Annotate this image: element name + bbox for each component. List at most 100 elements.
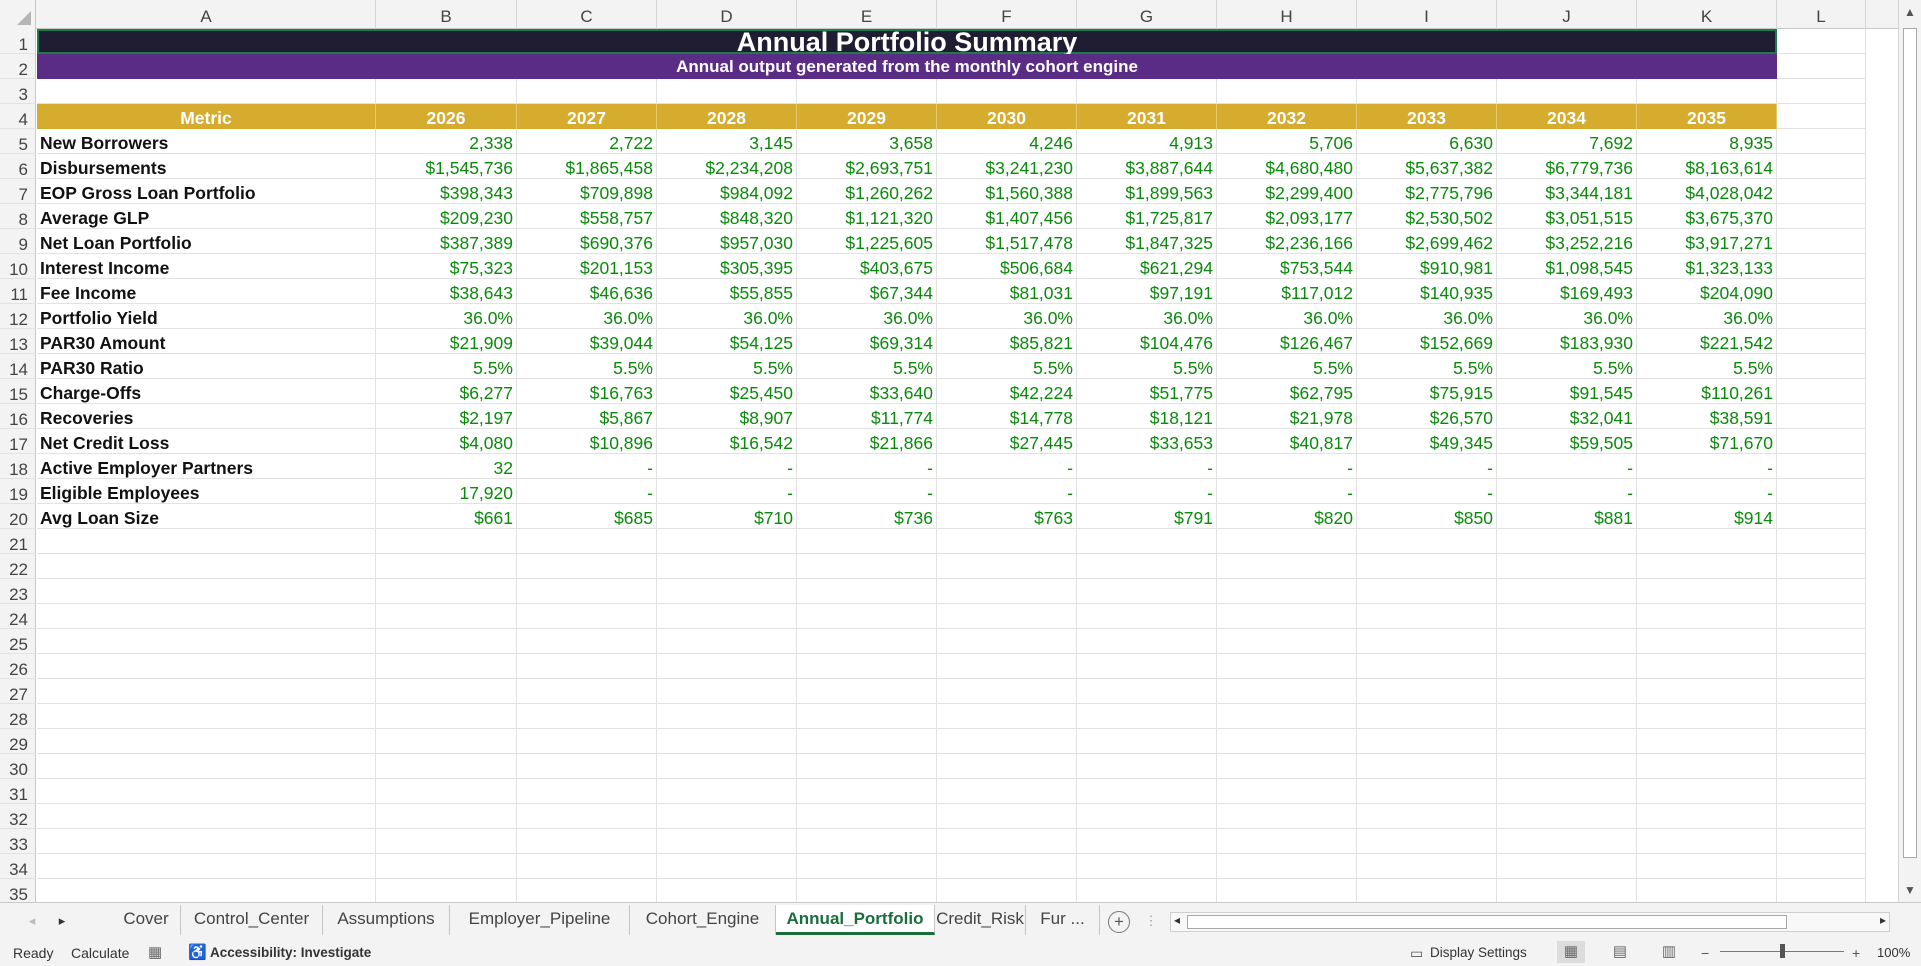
grid-cell[interactable] — [1777, 604, 1866, 629]
corner-select-icon[interactable] — [17, 11, 31, 25]
grid-cell[interactable] — [1077, 679, 1217, 704]
header-year-2030[interactable]: 2030 — [937, 104, 1077, 129]
metric-label[interactable]: Recoveries — [37, 404, 376, 429]
grid-cell[interactable] — [937, 779, 1077, 804]
grid-cell[interactable] — [37, 79, 376, 104]
metric-value[interactable]: $75,323 — [376, 254, 517, 279]
grid-cell[interactable] — [1637, 729, 1777, 754]
sheet-tab-credit-risk[interactable]: Credit_Risk — [935, 905, 1026, 935]
metric-label[interactable]: Net Credit Loss — [37, 429, 376, 454]
add-sheet-icon[interactable]: + — [1108, 911, 1130, 933]
grid-cell[interactable] — [1777, 779, 1866, 804]
metric-value[interactable]: $398,343 — [376, 179, 517, 204]
select-all-corner[interactable] — [0, 0, 36, 29]
metric-value[interactable]: $1,407,456 — [937, 204, 1077, 229]
metric-value[interactable]: 17,920 — [376, 479, 517, 504]
grid-cell[interactable] — [1777, 754, 1866, 779]
grid-cell[interactable] — [1357, 654, 1497, 679]
grid-cell[interactable] — [1217, 529, 1357, 554]
grid-cell[interactable] — [1077, 804, 1217, 829]
grid-cell[interactable] — [1357, 879, 1497, 902]
metric-value[interactable]: 36.0% — [517, 304, 657, 329]
metric-value[interactable]: $1,517,478 — [937, 229, 1077, 254]
metric-value[interactable]: $2,699,462 — [1357, 229, 1497, 254]
grid-cell[interactable] — [1217, 79, 1357, 104]
grid-cell[interactable] — [1217, 854, 1357, 879]
zoom-slider-knob[interactable] — [1780, 944, 1785, 958]
grid-cell[interactable] — [657, 529, 797, 554]
grid-cell[interactable] — [1217, 879, 1357, 902]
grid-cell[interactable] — [1077, 79, 1217, 104]
grid-cell[interactable] — [657, 779, 797, 804]
grid-cell[interactable] — [1077, 529, 1217, 554]
row-header-34[interactable]: 34 — [0, 854, 36, 879]
grid-cell[interactable] — [1357, 854, 1497, 879]
metric-value[interactable]: $387,389 — [376, 229, 517, 254]
metric-value[interactable]: $5,867 — [517, 404, 657, 429]
grid-cell[interactable] — [1637, 704, 1777, 729]
grid-cell[interactable] — [517, 579, 657, 604]
grid-cell[interactable] — [797, 804, 937, 829]
grid-cell[interactable] — [1777, 179, 1866, 204]
metric-value[interactable]: $8,907 — [657, 404, 797, 429]
metric-value[interactable]: $51,775 — [1077, 379, 1217, 404]
metric-value[interactable]: 36.0% — [1217, 304, 1357, 329]
grid-cell[interactable] — [37, 579, 376, 604]
metric-label[interactable]: Active Employer Partners — [37, 454, 376, 479]
grid-cell[interactable] — [517, 79, 657, 104]
grid-cell[interactable] — [37, 604, 376, 629]
row-header-13[interactable]: 13 — [0, 329, 36, 354]
grid-cell[interactable] — [1357, 729, 1497, 754]
grid-cell[interactable] — [1357, 529, 1497, 554]
metric-value[interactable]: 5.5% — [376, 354, 517, 379]
metric-value[interactable]: $16,763 — [517, 379, 657, 404]
header-year-2027[interactable]: 2027 — [517, 104, 657, 129]
row-header-32[interactable]: 32 — [0, 804, 36, 829]
sheet-tab-annual-portfolio[interactable]: Annual_Portfolio — [776, 905, 935, 935]
grid-cell[interactable] — [797, 679, 937, 704]
column-header-d[interactable]: D — [657, 0, 797, 29]
grid-cell[interactable] — [1637, 854, 1777, 879]
metric-label[interactable]: Interest Income — [37, 254, 376, 279]
metric-value[interactable]: 36.0% — [1637, 304, 1777, 329]
column-header-c[interactable]: C — [517, 0, 657, 29]
metric-value[interactable]: - — [657, 479, 797, 504]
grid-cell[interactable] — [1777, 404, 1866, 429]
grid-cell[interactable] — [1217, 554, 1357, 579]
grid-cell[interactable] — [37, 629, 376, 654]
grid-cell[interactable] — [517, 554, 657, 579]
grid-cell[interactable] — [1777, 254, 1866, 279]
grid-cell[interactable] — [376, 579, 517, 604]
metric-label[interactable]: Charge-Offs — [37, 379, 376, 404]
metric-value[interactable]: $71,670 — [1637, 429, 1777, 454]
metric-value[interactable]: - — [1497, 454, 1637, 479]
metric-value[interactable]: $39,044 — [517, 329, 657, 354]
sheet-tab-fur[interactable]: Fur ... — [1026, 905, 1100, 935]
metric-value[interactable]: $558,757 — [517, 204, 657, 229]
metric-value[interactable]: 5.5% — [517, 354, 657, 379]
row-header-18[interactable]: 18 — [0, 454, 36, 479]
metric-value[interactable]: - — [797, 479, 937, 504]
grid-cell[interactable] — [1497, 679, 1637, 704]
grid-cell[interactable] — [1357, 579, 1497, 604]
grid-cell[interactable] — [657, 654, 797, 679]
grid-cell[interactable] — [1497, 629, 1637, 654]
metric-value[interactable]: 4,246 — [937, 129, 1077, 154]
row-header-35[interactable]: 35 — [0, 879, 36, 902]
grid-cell[interactable] — [376, 79, 517, 104]
metric-value[interactable]: - — [797, 454, 937, 479]
metric-value[interactable]: $152,669 — [1357, 329, 1497, 354]
metric-value[interactable]: $69,314 — [797, 329, 937, 354]
grid-cell[interactable] — [657, 804, 797, 829]
metric-value[interactable]: $709,898 — [517, 179, 657, 204]
row-header-16[interactable]: 16 — [0, 404, 36, 429]
row-header-4[interactable]: 4 — [0, 104, 36, 129]
metric-value[interactable]: $110,261 — [1637, 379, 1777, 404]
header-year-2034[interactable]: 2034 — [1497, 104, 1637, 129]
metric-value[interactable]: - — [1217, 479, 1357, 504]
metric-label[interactable]: Average GLP — [37, 204, 376, 229]
grid-cell[interactable] — [1777, 129, 1866, 154]
metric-value[interactable]: - — [1637, 454, 1777, 479]
metric-value[interactable]: $40,817 — [1217, 429, 1357, 454]
